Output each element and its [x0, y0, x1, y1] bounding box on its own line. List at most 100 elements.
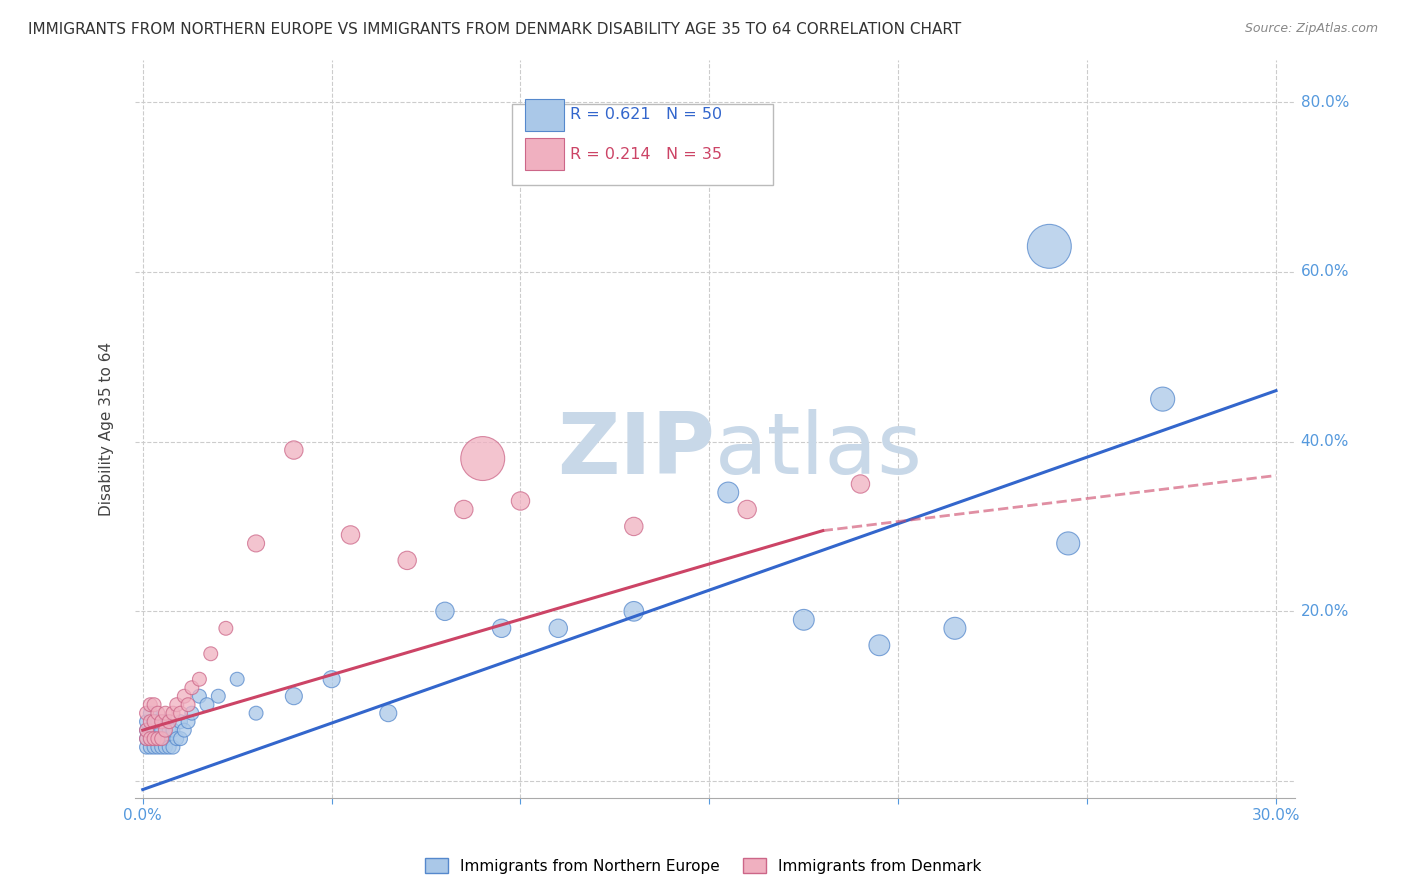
Point — [166, 731, 188, 746]
Point — [177, 714, 200, 729]
Point — [155, 723, 177, 738]
Point — [135, 723, 157, 738]
Point — [180, 681, 202, 695]
Text: ZIP: ZIP — [557, 409, 716, 492]
Text: IMMIGRANTS FROM NORTHERN EUROPE VS IMMIGRANTS FROM DENMARK DISABILITY AGE 35 TO : IMMIGRANTS FROM NORTHERN EUROPE VS IMMIG… — [28, 22, 962, 37]
Point — [868, 638, 890, 652]
Point — [226, 672, 249, 686]
Y-axis label: Disability Age 35 to 64: Disability Age 35 to 64 — [100, 342, 114, 516]
Text: R = 0.214   N = 35: R = 0.214 N = 35 — [569, 146, 723, 161]
Point — [135, 731, 157, 746]
Point — [143, 714, 166, 729]
Point — [245, 706, 267, 721]
Point — [162, 740, 184, 755]
Text: 80.0%: 80.0% — [1301, 95, 1348, 110]
Text: 40.0%: 40.0% — [1301, 434, 1348, 449]
FancyBboxPatch shape — [512, 103, 773, 186]
Point — [150, 731, 173, 746]
Point — [245, 536, 267, 550]
Point — [396, 553, 419, 567]
Point — [143, 731, 166, 746]
Point — [849, 477, 872, 491]
Text: atlas: atlas — [716, 409, 922, 492]
Point — [173, 723, 195, 738]
Point — [735, 502, 758, 516]
Point — [146, 740, 169, 755]
Point — [157, 714, 180, 729]
Point — [157, 723, 180, 738]
Point — [155, 706, 177, 721]
Point — [135, 740, 157, 755]
Point — [943, 621, 966, 635]
Point — [491, 621, 513, 635]
Text: 20.0%: 20.0% — [1301, 604, 1348, 619]
Point — [146, 731, 169, 746]
Point — [1038, 239, 1060, 253]
Point — [169, 731, 191, 746]
Point — [157, 740, 180, 755]
Point — [143, 723, 166, 738]
Point — [173, 690, 195, 704]
Point — [150, 731, 173, 746]
Point — [139, 723, 162, 738]
Point — [146, 731, 169, 746]
Point — [155, 714, 177, 729]
Legend: Immigrants from Northern Europe, Immigrants from Denmark: Immigrants from Northern Europe, Immigra… — [419, 852, 987, 880]
Point — [135, 723, 157, 738]
Point — [283, 443, 305, 458]
Point — [547, 621, 569, 635]
Point — [1152, 392, 1174, 406]
Text: 60.0%: 60.0% — [1301, 264, 1350, 279]
Text: Source: ZipAtlas.com: Source: ZipAtlas.com — [1244, 22, 1378, 36]
Point — [200, 647, 222, 661]
Point — [135, 731, 157, 746]
Point — [471, 451, 494, 466]
Point — [143, 740, 166, 755]
Point — [623, 604, 645, 618]
Point — [146, 706, 169, 721]
Point — [1057, 536, 1080, 550]
Point — [155, 731, 177, 746]
Text: R = 0.621   N = 50: R = 0.621 N = 50 — [569, 107, 723, 122]
Point — [169, 714, 191, 729]
Point — [623, 519, 645, 533]
Point — [188, 672, 211, 686]
Point — [162, 706, 184, 721]
Point — [215, 621, 238, 635]
Point — [377, 706, 399, 721]
FancyBboxPatch shape — [524, 138, 564, 170]
Point — [155, 740, 177, 755]
Point — [195, 698, 218, 712]
Point — [143, 698, 166, 712]
FancyBboxPatch shape — [524, 99, 564, 131]
Point — [321, 672, 343, 686]
Point — [135, 706, 157, 721]
Point — [169, 706, 191, 721]
Point — [150, 723, 173, 738]
Point — [139, 698, 162, 712]
Point — [139, 714, 162, 729]
Point — [339, 528, 361, 542]
Point — [509, 494, 531, 508]
Point — [283, 690, 305, 704]
Point — [180, 706, 202, 721]
Point — [143, 714, 166, 729]
Point — [150, 714, 173, 729]
Point — [139, 740, 162, 755]
Point — [135, 714, 157, 729]
Point — [188, 690, 211, 704]
Point — [433, 604, 456, 618]
Point — [139, 731, 162, 746]
Point — [177, 698, 200, 712]
Point — [146, 714, 169, 729]
Point — [793, 613, 815, 627]
Point — [150, 740, 173, 755]
Point — [143, 731, 166, 746]
Point — [207, 690, 229, 704]
Point — [717, 485, 740, 500]
Point — [139, 731, 162, 746]
Point — [139, 706, 162, 721]
Point — [162, 723, 184, 738]
Point — [453, 502, 475, 516]
Point — [166, 698, 188, 712]
